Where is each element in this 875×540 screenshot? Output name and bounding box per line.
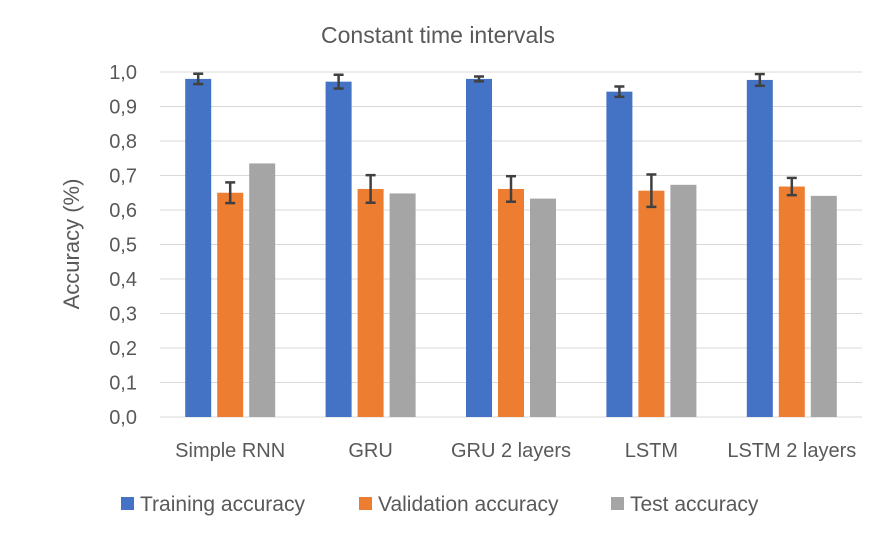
bars [185,78,837,418]
category-label: GRU 2 layers [451,440,571,462]
y-tick-label: 0,0 [109,407,137,429]
category-label: LSTM 2 layers [727,440,856,462]
legend: Training accuracy Validation accuracy Test… [121,493,759,516]
category-label: GRU [348,440,392,462]
chart-title: Constant time intervals [321,22,555,48]
bar [606,91,633,417]
bar [466,78,492,418]
bar [498,188,524,417]
y-tick-label: 0,4 [109,269,137,291]
bar [389,193,416,417]
y-tick-label: 0,1 [109,373,137,395]
y-tick-label: 0,9 [109,97,137,119]
y-tick-label: 0,7 [109,166,137,188]
bar [530,198,556,417]
y-tick-label: 1,0 [109,62,137,84]
bar [638,190,665,417]
category-label: Simple RNN [175,440,285,462]
y-tick-label: 0,3 [109,304,137,326]
legend-item: Validation accuracy [359,493,559,516]
legend-swatch [359,497,372,510]
legend-swatch [611,497,624,510]
bar [746,79,773,417]
legend-label: Validation accuracy [378,493,559,516]
y-tick-label: 0,2 [109,338,137,360]
legend-item: Test accuracy [611,493,759,516]
bar [670,184,697,417]
error-bars [193,72,797,209]
y-axis-label: Accuracy (%) [59,179,84,310]
legend-label: Training accuracy [140,493,305,516]
bar [778,186,805,417]
legend-label: Test accuracy [630,493,759,516]
bar [325,81,352,417]
y-tick-labels: 0,0 0,1 0,2 0,3 0,4 0,5 0,6 0,7 0,8 0,9 1,0 [109,62,137,429]
bar [810,195,837,417]
bar [217,192,244,417]
y-tick-label: 0,6 [109,200,137,222]
legend-swatch [121,497,134,510]
category-label: LSTM [625,440,678,462]
legend-item: Training accuracy [121,493,305,516]
bar [249,163,276,417]
category-labels: Simple RNN GRU GRU 2 layers LSTM LSTM 2 laye… [175,440,856,462]
bar [357,188,384,417]
y-tick-label: 0,5 [109,235,137,257]
bar [185,78,212,418]
y-tick-label: 0,8 [109,131,137,153]
